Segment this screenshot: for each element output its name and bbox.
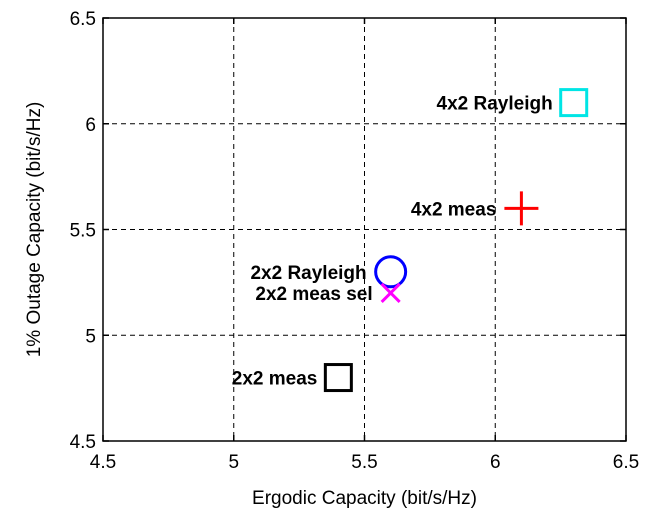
- point-2x2-rayleigh-circle-marker: [374, 255, 408, 289]
- x-tick-label: 5.5: [351, 452, 377, 473]
- x-tick-label: 4.5: [90, 452, 116, 473]
- y-tick-label: 5: [85, 326, 96, 347]
- point-4x2-rayleigh-square-marker: [559, 88, 589, 118]
- y-tick-label: 4.5: [70, 432, 96, 453]
- point-label: 4x2 meas: [411, 199, 497, 220]
- y-axis-label: 1% Outage Capacity (bit/s/Hz): [24, 102, 45, 358]
- data-points: [323, 88, 589, 393]
- point-label: 4x2 Rayleigh: [437, 94, 553, 115]
- point-4x2-meas-plus-marker: [504, 191, 539, 226]
- point-label: 2x2 Rayleigh: [250, 263, 366, 284]
- y-tick-label: 5.5: [70, 221, 96, 242]
- point-2x2-meas-sel-x-marker: [380, 282, 401, 304]
- y-tick-label: 6: [85, 115, 96, 136]
- x-tick-label: 6.5: [613, 452, 639, 473]
- x-axis-label: Ergodic Capacity (bit/s/Hz): [252, 488, 477, 509]
- grid: [103, 18, 626, 441]
- point-label: 2x2 meas sel: [255, 284, 372, 305]
- y-axis-ticks: 4.5 5 5.5 6 6.5: [70, 9, 626, 453]
- y-tick-label: 6.5: [70, 9, 96, 30]
- point-label: 2x2 meas: [232, 369, 318, 390]
- x-axis-ticks: 4.5 5 5.5 6 6.5: [90, 18, 639, 473]
- x-tick-label: 6: [490, 452, 501, 473]
- point-2x2-meas-square-marker: [323, 363, 353, 393]
- x-tick-label: 5: [228, 452, 239, 473]
